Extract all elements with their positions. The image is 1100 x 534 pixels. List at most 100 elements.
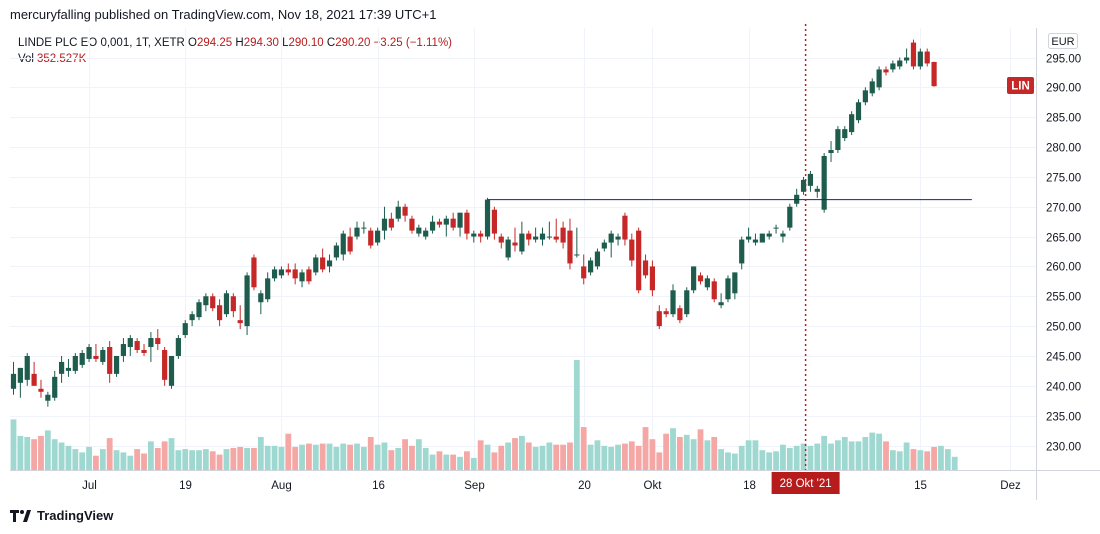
volume-bar: [388, 450, 395, 470]
candle-body: [814, 188, 820, 192]
candle-body: [471, 233, 477, 237]
y-tick-label: 290.00: [1046, 83, 1081, 95]
volume-bar: [58, 442, 65, 470]
candle-body: [849, 114, 855, 133]
candle-body: [924, 51, 930, 64]
candle-body: [512, 242, 518, 246]
volume-bar: [484, 444, 491, 470]
candle-body: [10, 373, 17, 389]
y-tick-label: 270.00: [1046, 203, 1081, 215]
volume-bar: [518, 435, 525, 470]
candle-body: [326, 260, 333, 267]
volume-bar: [409, 445, 415, 470]
candle-body: [587, 260, 594, 273]
volume-bar: [670, 428, 676, 470]
candle-body: [581, 266, 587, 279]
candle-body: [388, 218, 394, 228]
candle-body: [745, 236, 752, 240]
y-tick-label: 295.00: [1046, 54, 1081, 66]
candle-body: [484, 199, 491, 237]
volume-bar: [786, 448, 793, 470]
symbol-name: LINDE PLC EO 0,001, 1T, XETR: [18, 37, 185, 49]
candle-body: [601, 242, 607, 249]
x-tick-label: Sep: [464, 480, 484, 492]
candle-body: [567, 230, 573, 264]
volume-bar: [120, 452, 127, 470]
volume-bar: [725, 452, 731, 470]
candle-body: [533, 236, 539, 240]
x-tick-label: 20: [578, 480, 591, 492]
candle-body: [52, 376, 58, 398]
candle-body: [58, 361, 65, 374]
tradingview-logo[interactable]: TradingView: [10, 508, 113, 523]
candle-body: [691, 266, 697, 291]
candle-body: [168, 355, 175, 386]
volume-bar: [237, 446, 244, 470]
volume-bar: [759, 450, 766, 470]
volume-bar: [841, 437, 848, 470]
y-tick-label: 275.00: [1046, 173, 1081, 185]
x-tick-label: Dez: [1000, 480, 1021, 492]
candle-body: [615, 236, 621, 240]
candle-body: [752, 239, 759, 243]
volume-bar: [649, 439, 656, 470]
volume-bar: [99, 449, 106, 470]
candle-body: [423, 230, 429, 237]
volume-bar: [436, 451, 443, 470]
low-label: L: [282, 37, 289, 49]
high-value: 294.30: [243, 37, 279, 49]
volume-bar: [821, 435, 828, 470]
volume-bar: [168, 438, 175, 470]
volume-bar: [491, 452, 498, 470]
candle-body: [862, 90, 868, 103]
volume-bar: [938, 445, 944, 470]
volume-bar: [560, 444, 566, 470]
y-tick-label: 260.00: [1046, 262, 1081, 274]
candle-body: [636, 230, 642, 291]
volume-bar: [340, 443, 347, 470]
volume-bar: [862, 437, 869, 470]
volume-bar: [230, 448, 237, 470]
low-value: 290.10: [288, 37, 324, 49]
published-info: mercuryfalling published on TradingView.…: [10, 7, 437, 22]
volume-bar: [718, 449, 725, 470]
candle-body: [217, 305, 223, 321]
volume-bar: [347, 444, 354, 470]
volume-bar: [835, 440, 841, 470]
candle-body: [876, 69, 882, 88]
candle-body: [278, 269, 285, 276]
y-tick-label: 235.00: [1046, 412, 1081, 424]
close-label: C: [326, 37, 336, 49]
candle-body: [416, 227, 422, 234]
candle-body: [560, 227, 566, 243]
x-tick-label: 18: [743, 480, 756, 492]
volume-bar: [264, 445, 271, 470]
candle-body: [340, 233, 346, 255]
volume-bar: [367, 437, 374, 470]
volume-bar: [800, 443, 807, 470]
candle-body: [409, 218, 415, 231]
candle-body: [244, 275, 250, 327]
price-tag-label: LIN: [1011, 81, 1030, 93]
volume-bar: [580, 427, 587, 470]
volume-bar: [711, 437, 718, 470]
volume-bar: [745, 440, 752, 470]
candle-body: [100, 349, 106, 362]
volume-bar: [24, 437, 31, 470]
candle-body: [800, 179, 807, 192]
candle-body: [120, 344, 127, 356]
candle-body: [148, 338, 154, 348]
candle-body: [608, 233, 614, 243]
candle-body: [491, 209, 497, 234]
candle-body: [890, 63, 896, 70]
volume-bar: [656, 452, 663, 470]
tradingview-logo-icon: [10, 509, 31, 522]
volume-bar: [17, 435, 24, 470]
volume-bar: [134, 449, 141, 470]
candle-body: [79, 352, 85, 365]
volume-bar: [44, 430, 51, 470]
volume-bar: [148, 441, 154, 470]
candle-body: [65, 367, 72, 371]
x-tick-label: Jul: [82, 480, 97, 492]
